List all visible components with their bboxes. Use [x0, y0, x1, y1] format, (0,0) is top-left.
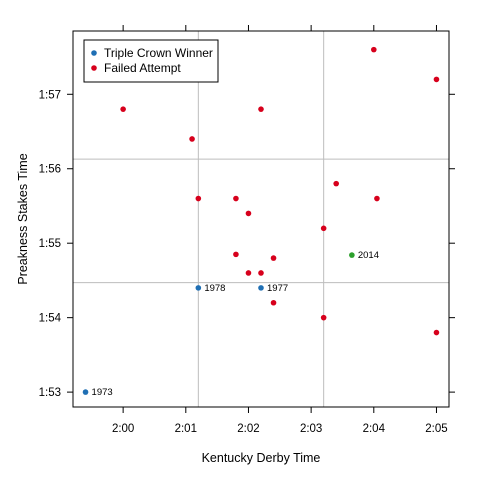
data-point	[433, 329, 440, 336]
y-tick-label: 1:54	[39, 313, 62, 325]
x-axis-title: Kentucky Derby Time	[202, 451, 321, 465]
legend-marker	[91, 50, 97, 56]
data-point	[371, 46, 377, 53]
legend-label: Failed Attempt	[104, 61, 181, 75]
data-point	[245, 270, 252, 276]
data-point	[245, 210, 252, 217]
y-tick-label: 1:56	[39, 164, 61, 176]
point-label: 1977	[267, 283, 288, 294]
legend-label: Triple Crown Winner	[104, 46, 213, 60]
y-tick-label: 1:55	[39, 238, 61, 250]
data-point	[82, 389, 89, 395]
data-point	[320, 314, 327, 321]
data-point	[120, 106, 126, 112]
x-tick-label: 2:01	[175, 423, 197, 435]
data-point	[258, 106, 264, 112]
data-point	[258, 285, 264, 291]
data-point	[270, 299, 277, 306]
data-point	[233, 195, 239, 202]
plot-frame	[72, 30, 450, 408]
data-point	[195, 195, 202, 202]
axis-ticks: 2:00 2:01 2:02 2:03 2:04 2:05 1:53 1:54 1:55 1:56…	[39, 25, 455, 435]
data-point	[258, 270, 264, 276]
data-point	[374, 195, 380, 202]
point-label: 1978	[204, 283, 225, 294]
x-tick-label: 2:02	[237, 423, 259, 435]
data-point	[189, 136, 195, 142]
data-point	[270, 255, 277, 261]
data-points: 1973 1978 1977 2014	[82, 46, 440, 398]
x-tick-label: 2:05	[425, 423, 447, 435]
legend-box	[83, 39, 219, 83]
data-point	[233, 251, 239, 258]
x-tick-label: 2:04	[363, 423, 386, 435]
x-tick-label: 2:00	[112, 423, 134, 435]
reference-lines	[73, 31, 449, 407]
y-tick-label: 1:53	[39, 387, 61, 399]
legend-marker	[91, 65, 97, 71]
point-label: 2014	[358, 250, 379, 261]
point-label: 1973	[92, 387, 113, 398]
data-point	[333, 180, 340, 187]
data-point	[320, 225, 327, 232]
x-tick-label: 2:03	[300, 423, 322, 435]
data-point	[433, 76, 440, 83]
data-point	[349, 252, 355, 258]
data-point	[195, 285, 202, 291]
y-axis-title: Preakness Stakes Time	[16, 153, 30, 284]
y-tick-label: 1:57	[39, 89, 61, 101]
